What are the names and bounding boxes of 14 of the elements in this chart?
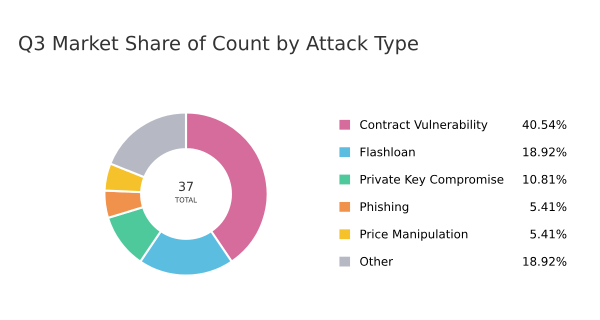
data-label: 40.54% bbox=[522, 120, 566, 130]
legend-label: Phishing bbox=[360, 202, 408, 214]
data-label: 10.81% bbox=[523, 174, 566, 184]
data-label: 5.41% bbox=[530, 202, 566, 212]
legend-label: Other bbox=[360, 256, 394, 266]
text: 37 bbox=[179, 182, 193, 192]
data-label: 18.92% bbox=[523, 256, 566, 266]
data-label: 5.41% bbox=[530, 230, 566, 238]
legend-label: Contract Vulnerability bbox=[360, 120, 488, 132]
legend-label: Flashloan bbox=[360, 147, 415, 156]
legend-label: Private Key Compromise bbox=[360, 174, 504, 186]
legend-label: Price Manipulation bbox=[360, 229, 468, 241]
data-label: 18.92% bbox=[523, 147, 566, 156]
chart-title: Q3 Market Share of Count by Attack Type bbox=[19, 35, 418, 54]
